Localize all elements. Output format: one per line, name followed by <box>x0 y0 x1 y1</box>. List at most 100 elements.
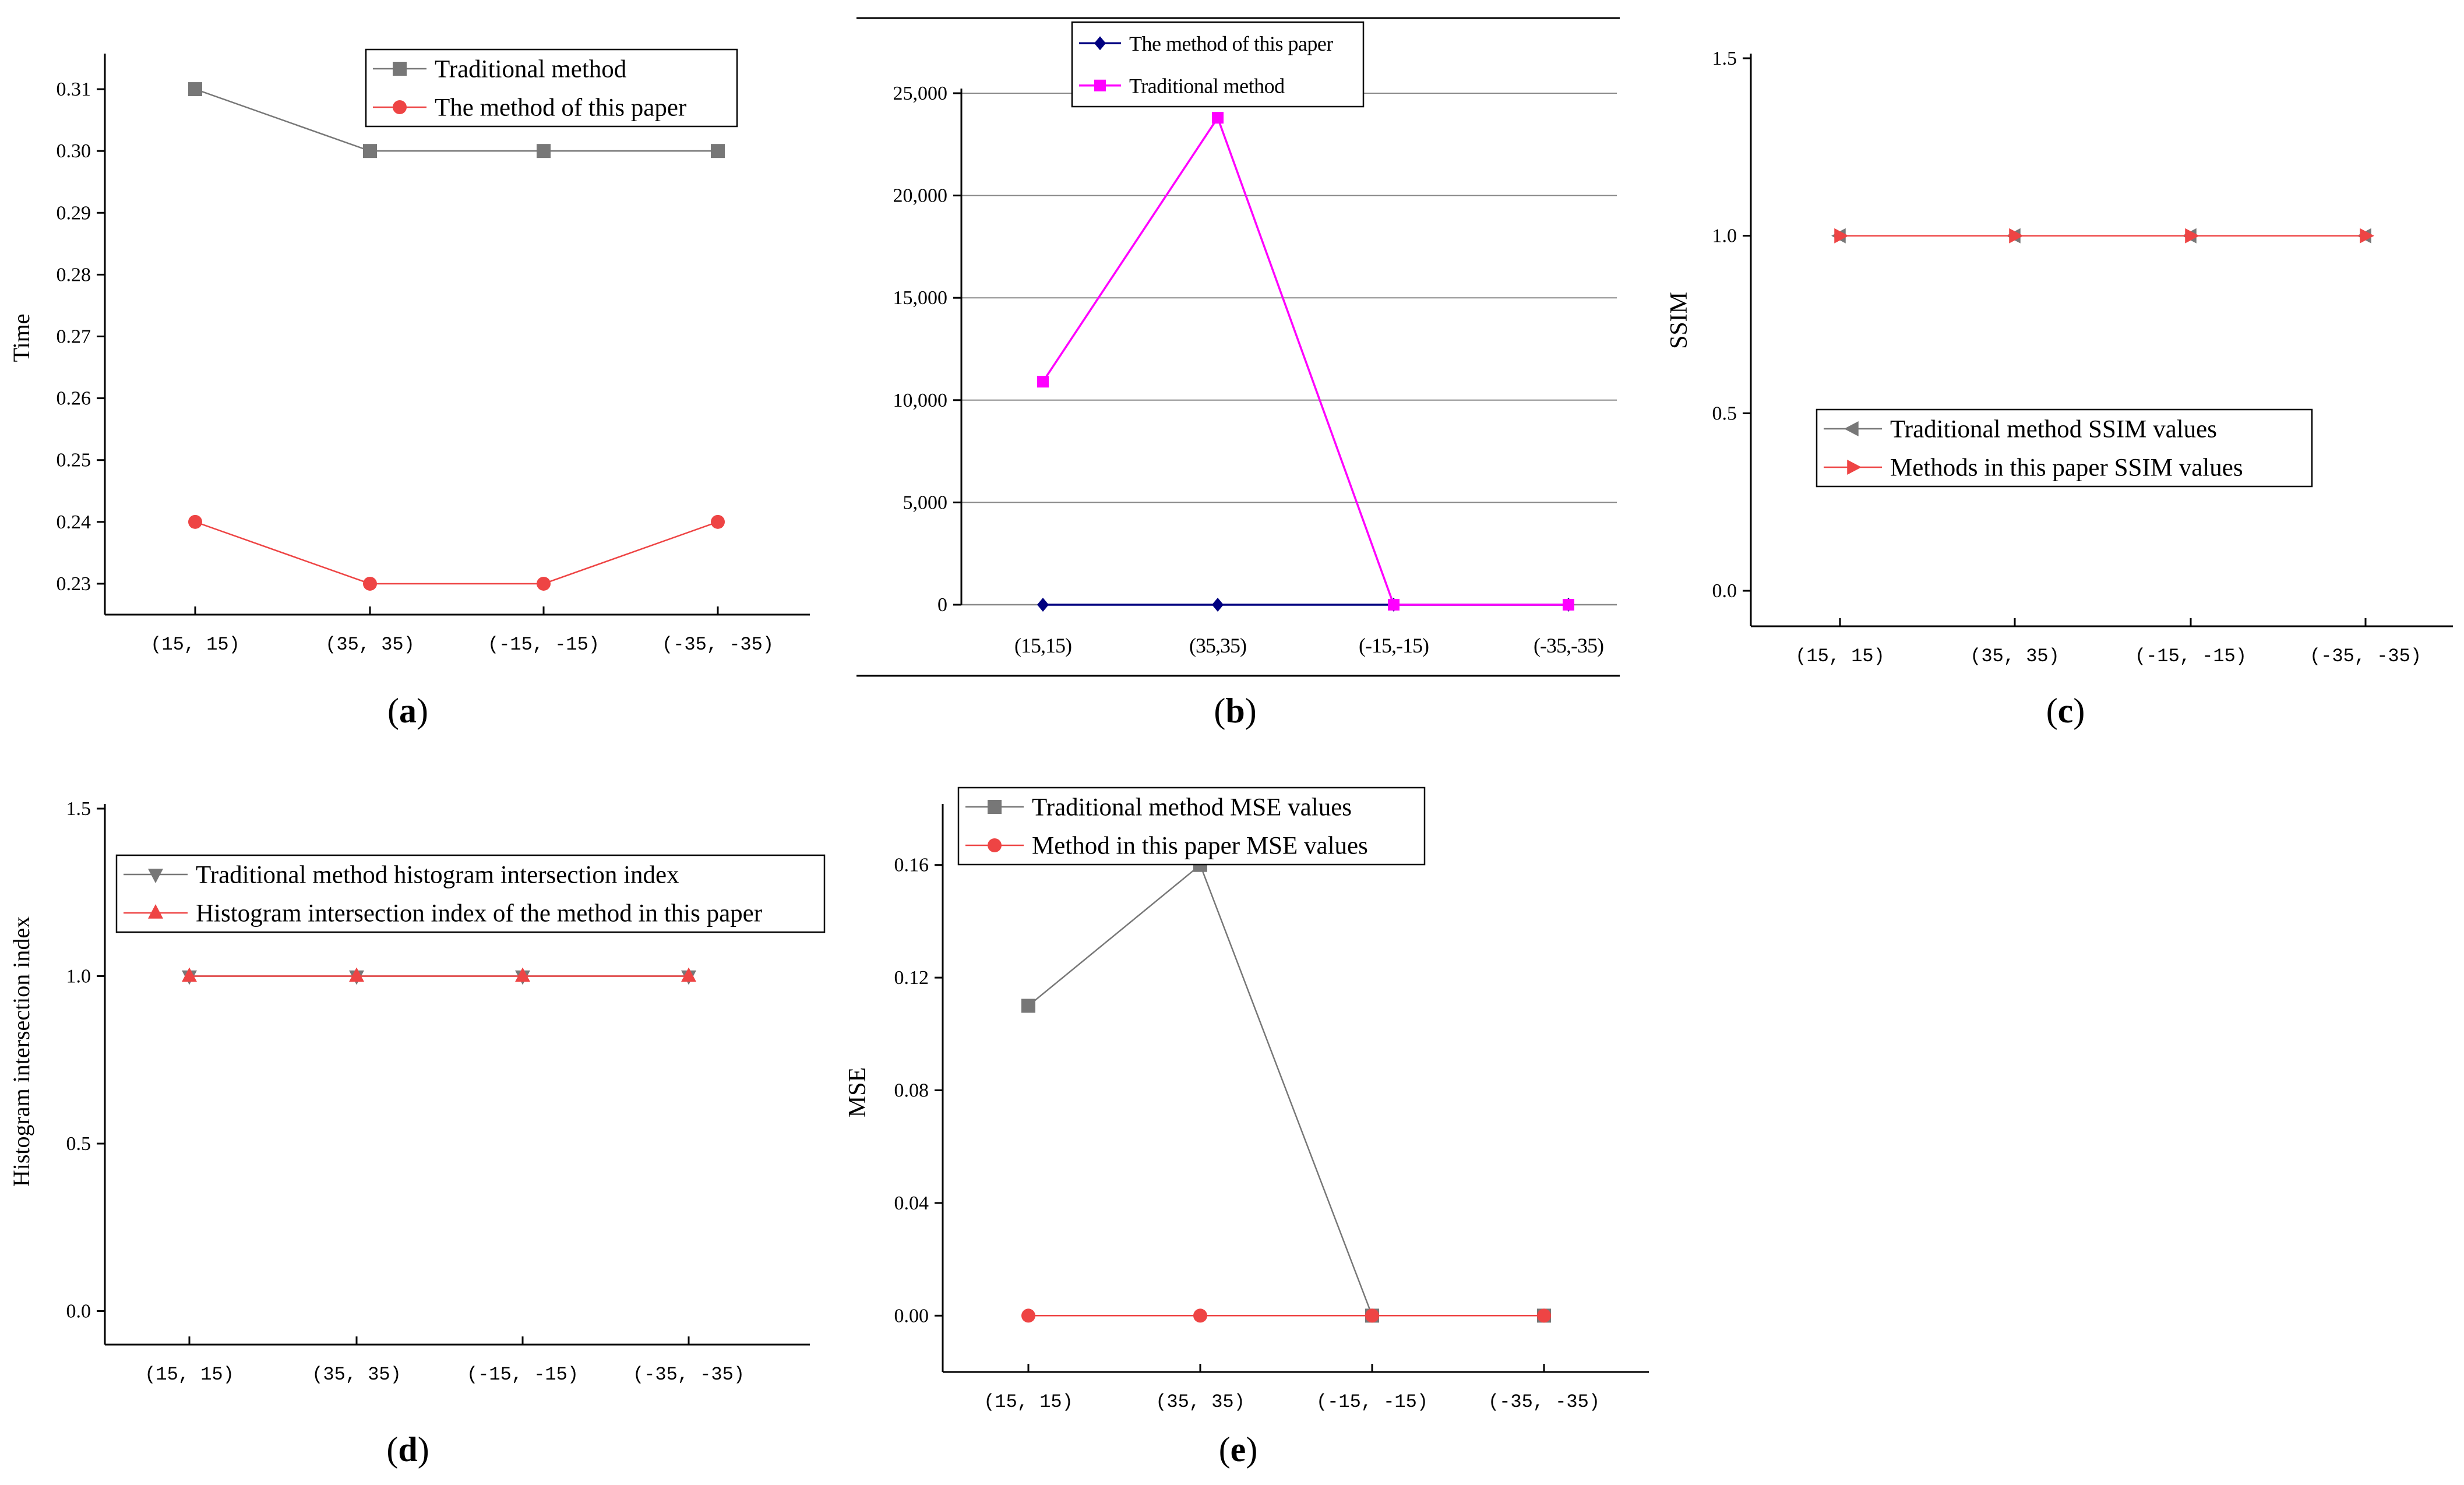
x-tick-label: (15, 15) <box>150 634 240 655</box>
legend-swatch-marker <box>148 869 163 883</box>
data-point <box>1365 1308 1379 1323</box>
data-point <box>182 967 197 982</box>
series-line <box>195 521 718 585</box>
x-tick-label: (-35, -35) <box>2310 646 2421 667</box>
legend-label: Traditional method <box>435 56 626 83</box>
data-point <box>537 576 551 591</box>
legend-label: Method in this paper MSE values <box>1032 833 1368 860</box>
data-point <box>363 576 377 591</box>
caption-part: ) <box>1245 692 1257 730</box>
y-tick-label: 0.29 <box>57 202 91 224</box>
y-tick-label: 0.24 <box>57 512 91 533</box>
y-tick-label: 0 <box>937 594 947 616</box>
x-tick-label: (35, 35) <box>325 634 415 655</box>
panel-caption: (a) <box>387 692 428 730</box>
caption-part: ( <box>1219 1430 1231 1469</box>
y-tick-label: 25,000 <box>893 83 948 104</box>
y-tick-label: 0.27 <box>57 326 91 348</box>
data-point <box>2360 228 2374 244</box>
y-tick-label: 0.5 <box>66 1133 91 1155</box>
y-axis-title: Time <box>8 313 34 362</box>
y-tick-label: 20,000 <box>893 185 948 207</box>
caption-part: ) <box>1246 1430 1257 1469</box>
legend-label: Histogram intersection index of the meth… <box>196 900 762 927</box>
caption-part: ( <box>2046 692 2058 730</box>
y-tick-label: 0.00 <box>894 1305 929 1327</box>
caption-part: ( <box>1214 692 1225 730</box>
panel-caption: (e) <box>1219 1430 1258 1469</box>
legend-swatch-marker <box>1094 36 1106 51</box>
data-point <box>1212 112 1224 124</box>
series-line <box>1028 863 1544 1317</box>
caption-part: d <box>398 1430 417 1469</box>
chart-a: 0.23 0.24 0.25 0.26 0.27 0.28 0.29 0.30 0.31 (15,… <box>8 48 810 730</box>
caption-part: e <box>1231 1430 1246 1469</box>
legend-swatch-marker <box>393 100 407 114</box>
series-line <box>195 88 718 152</box>
y-tick-label: 0.31 <box>57 79 91 100</box>
x-tick-label: (35,35) <box>1189 634 1246 657</box>
data-point <box>1193 1308 1207 1323</box>
y-tick-label: 0.0 <box>66 1301 91 1322</box>
caption-part: ( <box>387 692 399 730</box>
data-point <box>515 967 530 982</box>
chart-d: 0.0 0.5 1.0 1.5 (15, 15) (35, 35) (-15, -15) (-… <box>8 798 826 1469</box>
series-line <box>1042 115 1568 606</box>
y-tick-label: 10,000 <box>893 390 948 411</box>
data-point <box>1021 1308 1035 1323</box>
data-point <box>1388 599 1400 611</box>
data-point <box>537 144 551 158</box>
y-tick-label: 0.0 <box>1712 580 1737 602</box>
data-point <box>1212 598 1224 612</box>
y-tick-label: 0.25 <box>57 450 91 471</box>
y-tick-label: 0.5 <box>1712 403 1737 424</box>
legend-swatch-marker <box>1094 79 1106 91</box>
y-axis-title: SSIM <box>1666 292 1693 349</box>
data-point <box>1037 376 1049 388</box>
x-tick-label: (15, 15) <box>144 1364 234 1385</box>
x-tick-label: (-15, -15) <box>488 634 600 655</box>
data-point <box>681 967 696 982</box>
chart-b: 0 5,000 10,000 15,000 20,000 25,000 (15,15) (35… <box>856 17 1620 730</box>
legend-label: Traditional method SSIM values <box>1890 416 2217 443</box>
data-point <box>188 514 202 529</box>
legend-box <box>115 854 826 933</box>
x-tick-label: (-35, -35) <box>1488 1391 1600 1413</box>
chart-e: 0.00 0.04 0.08 0.12 0.16 (15, 15) (35, 35) (-15… <box>844 786 1649 1469</box>
legend-box <box>365 48 738 128</box>
x-tick-label: (35, 35) <box>1970 646 2060 667</box>
y-tick-label: 0.30 <box>57 140 91 162</box>
x-tick-label: (35, 35) <box>1155 1391 1245 1413</box>
legend-label: The method of this paper <box>1129 32 1333 55</box>
legend-label: Traditional method MSE values <box>1032 794 1352 821</box>
panel-caption: (b) <box>1214 692 1256 730</box>
data-point <box>2009 228 2024 244</box>
y-axis-title: MSE <box>844 1067 871 1117</box>
x-tick-label: (-35,-35) <box>1534 634 1603 657</box>
legend-swatch-marker <box>1847 460 1862 475</box>
caption-part: c <box>2058 692 2074 730</box>
chart-c: 0.0 0.5 1.0 1.5 (15, 15) (35, 35) (-15, -15) (-… <box>1666 48 2453 730</box>
data-point <box>711 514 725 529</box>
legend-swatch-marker <box>148 904 163 919</box>
y-tick-label: 0.08 <box>894 1080 929 1102</box>
data-point <box>188 82 202 97</box>
x-tick-label: (15, 15) <box>984 1391 1073 1413</box>
legend-label: Traditional method histogram intersectio… <box>196 862 679 889</box>
x-tick-label: (-15, -15) <box>1316 1391 1428 1413</box>
y-tick-label: 1.0 <box>1712 225 1737 247</box>
caption-part: ) <box>418 1430 429 1469</box>
y-tick-label: 0.16 <box>894 855 929 876</box>
data-point <box>1563 599 1574 611</box>
caption-part: b <box>1225 692 1245 730</box>
legend-label: Methods in this paper SSIM values <box>1890 454 2243 482</box>
legend-swatch-marker <box>1844 421 1859 436</box>
data-point <box>1537 1308 1551 1323</box>
data-point <box>1021 999 1035 1013</box>
caption-part: ) <box>417 692 428 730</box>
legend-label: The method of this paper <box>435 94 686 122</box>
data-point <box>363 144 377 158</box>
y-tick-label: 0.12 <box>894 967 929 989</box>
y-tick-label: 1.0 <box>66 966 91 987</box>
